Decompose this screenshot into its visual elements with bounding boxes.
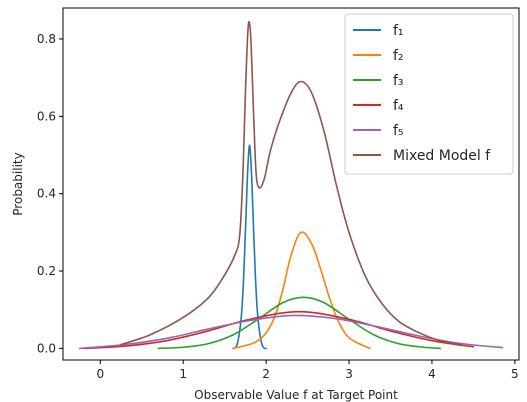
y-tick-label: 0.6 <box>37 109 56 123</box>
legend-box <box>344 13 514 175</box>
y-axis-ticks: 0.0 0.2 0.4 0.6 0.8 <box>37 32 63 355</box>
series-line-mixed-model-f-6 <box>120 20 462 346</box>
y-tick-label: 0.8 <box>37 32 56 46</box>
series-line-f-4 <box>82 310 475 350</box>
plot-frame <box>62 7 520 361</box>
x-tick-label: 2 <box>262 367 270 381</box>
series-lines <box>78 20 504 350</box>
x-axis-ticks: 0 1 2 3 4 5 <box>96 360 519 381</box>
y-tick-label: 0.4 <box>37 187 56 201</box>
x-tick-label: 0 <box>96 367 104 381</box>
x-tick-label: 3 <box>345 367 353 381</box>
x-tick-label: 5 <box>511 367 519 381</box>
legend-label: Mixed Model f <box>393 148 491 164</box>
x-tick-label: 1 <box>179 367 187 381</box>
y-axis-label: Probability <box>11 152 25 215</box>
legend-label: f₄ <box>393 98 404 114</box>
x-tick-label: 4 <box>428 367 436 381</box>
legend-label: f₃ <box>393 73 404 89</box>
x-axis-label: Observable Value f at Target Point <box>194 388 398 402</box>
series-line-f-5 <box>78 314 504 350</box>
y-tick-label: 0.0 <box>37 341 56 355</box>
series-line-f-3 <box>157 296 442 350</box>
legend: f₁ f₂ f₃ f₄ f₅ Mixed Model f <box>344 13 514 175</box>
series-line-f-2 <box>232 231 371 350</box>
legend-label: f₅ <box>393 123 404 139</box>
y-tick-label: 0.2 <box>37 264 56 278</box>
legend-label: f₂ <box>393 48 404 64</box>
legend-label: f₁ <box>393 23 404 39</box>
